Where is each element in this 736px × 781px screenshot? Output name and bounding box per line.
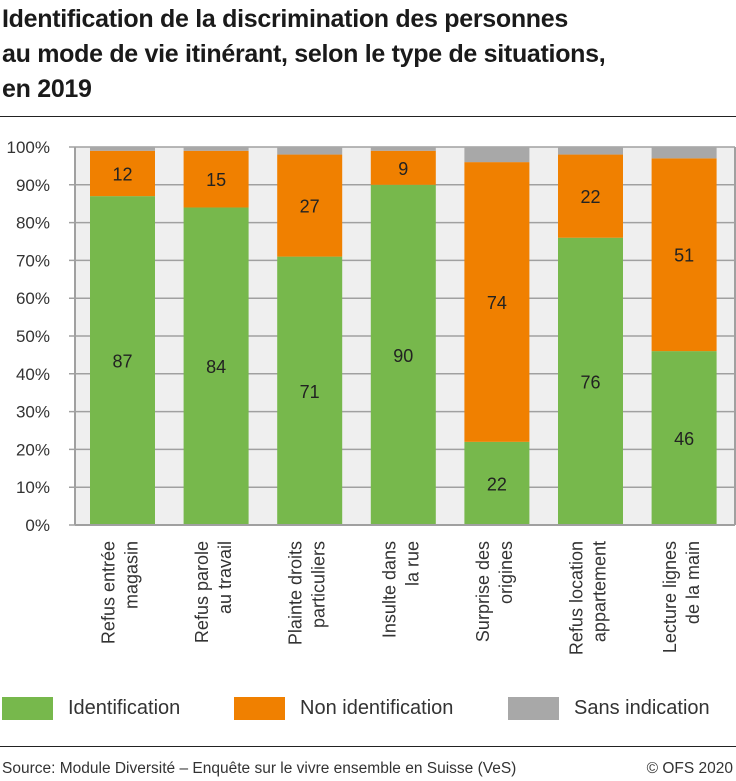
x-tick-label: Refus parole (192, 541, 212, 643)
x-tick-label: Surprise des (473, 541, 493, 642)
y-tick-label: 90% (16, 176, 50, 195)
legend-swatch-non-identification (234, 696, 285, 720)
data-label: 46 (674, 429, 694, 449)
bar-segment (183, 207, 249, 526)
legend-label: Identification (68, 696, 181, 719)
legend-item-identification: Identification (2, 696, 180, 720)
bar-segment (277, 147, 343, 155)
legend-label: Non identification (300, 696, 454, 719)
y-tick-label: 70% (16, 251, 50, 270)
data-label: 71 (300, 382, 320, 402)
footer-divider (0, 746, 736, 747)
bar-segment (277, 154, 343, 257)
bar-segment (651, 147, 717, 159)
x-tick-label: la rue (402, 541, 422, 586)
data-label: 76 (580, 372, 600, 392)
bar-segment (370, 147, 436, 151)
legend-item-sans-indication: Sans indication (508, 696, 710, 720)
title-line-3: en 2019 (2, 75, 92, 103)
data-label: 51 (674, 246, 694, 266)
bar-segment (464, 147, 530, 163)
source-note: Source: Module Diversité – Enquête sur l… (2, 760, 517, 777)
bar-segment (90, 147, 155, 151)
bar-segment (370, 150, 436, 185)
x-tick-label: Refus location (567, 541, 587, 655)
bar-segment (558, 154, 623, 238)
x-tick-label: Insulte dans (379, 541, 399, 638)
data-label: 27 (300, 197, 320, 217)
legend-item-non-identification: Non identification (234, 696, 453, 720)
data-label: 84 (206, 357, 226, 377)
bar-segment (464, 441, 530, 525)
data-label: 90 (393, 346, 413, 366)
bar-segment (370, 184, 436, 526)
bar-segment (651, 351, 717, 525)
y-tick-label: 50% (16, 327, 50, 346)
x-tick-label: appartement (590, 541, 610, 642)
y-tick-label: 100% (7, 138, 50, 157)
x-tick-label: Plainte droits (286, 541, 306, 645)
bar-segment (90, 196, 155, 525)
bar-segment (183, 150, 249, 208)
bar-segment (464, 162, 530, 442)
title-line-2: au mode de vie itinérant, selon le type … (2, 40, 606, 68)
copyright: © OFS 2020 (646, 760, 733, 777)
data-label: 87 (112, 352, 132, 372)
y-tick-label: 20% (16, 440, 50, 459)
stacked-bar-chart: 0% 10% 20% 30% 40% 50% 60% 70% 80% 90% 100% 87 12 Ref… (7, 138, 736, 655)
legend-swatch-sans-indication (508, 696, 559, 720)
y-tick-label: 30% (16, 403, 50, 422)
bar-segment (558, 147, 623, 155)
y-tick-label: 40% (16, 365, 50, 384)
data-label: 12 (112, 164, 132, 184)
x-tick-label: au travail (215, 541, 235, 614)
x-tick-label: magasin (122, 541, 142, 609)
x-tick-label: origines (496, 541, 516, 604)
x-tick-label: Refus entrée (99, 541, 119, 644)
y-tick-label: 10% (16, 478, 50, 497)
y-tick-label: 60% (16, 289, 50, 308)
y-tick-label: 80% (16, 214, 50, 233)
chart-title: Identification de la discrimination des … (2, 2, 732, 107)
x-tick-label: Lecture lignes (660, 541, 680, 653)
bar-segment (651, 158, 717, 352)
title-line-1: Identification de la discrimination des … (2, 5, 568, 33)
data-label: 22 (580, 187, 600, 207)
legend-swatch-identification (2, 696, 53, 720)
bar-segment (183, 147, 249, 151)
x-tick-label: de la main (683, 541, 703, 624)
x-tick-label: particuliers (309, 541, 329, 628)
title-divider (0, 116, 736, 117)
data-label: 22 (487, 474, 507, 494)
y-tick-label: 0% (25, 516, 50, 535)
bar-segment (558, 237, 623, 525)
legend-label: Sans indication (574, 696, 710, 719)
data-label: 9 (398, 159, 408, 179)
data-label: 15 (206, 170, 226, 190)
bar-segment (277, 256, 343, 525)
bar-segment (90, 150, 155, 197)
data-label: 74 (487, 293, 507, 313)
